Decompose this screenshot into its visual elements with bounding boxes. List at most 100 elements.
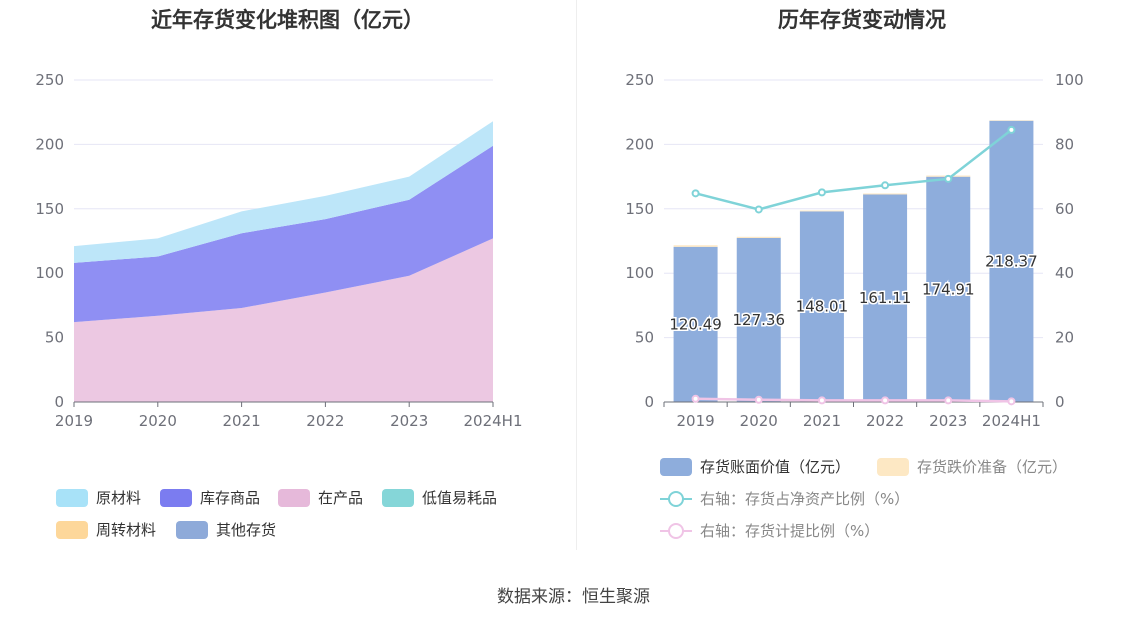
bar-book-value (863, 194, 908, 402)
y-left-tick-label: 50 (635, 329, 654, 347)
legend-label: 右轴：存货计提比例（%） (700, 522, 880, 540)
line-point (754, 395, 763, 404)
legend-label: 存货账面价值（亿元） (700, 458, 851, 476)
right-chart-panel: 历年存货变动情况 0 50 100 150 200 250 0 20 40 60 80 100 2019… (577, 0, 1147, 560)
line-series (695, 397, 1012, 403)
y-left-tick-label: 0 (644, 393, 654, 411)
line-point (1007, 397, 1016, 406)
stacked-area-chart: 0 50 100 150 200 250 2019 2020 2021 2022 2023 2024H… (35, 71, 523, 430)
bar-impairment (799, 210, 844, 212)
legend-label: 低值易耗品 (422, 489, 498, 507)
legend-item-provision-ratio[interactable]: 右轴：存货计提比例（%） (660, 520, 879, 541)
y-left-tick-label: 100 (625, 264, 654, 282)
line-point (881, 396, 890, 405)
legend-line-provision-ratio (660, 522, 692, 540)
legend-item-net-asset-ratio[interactable]: 右轴：存货占净资产比例（%） (660, 488, 909, 509)
legend-item-inventory-goods[interactable]: 库存商品 (160, 487, 260, 508)
y-right-tick-label: 40 (1055, 264, 1074, 282)
y-right-tick-label: 100 (1055, 71, 1084, 89)
legend-swatch-raw-material (56, 488, 88, 507)
bar-value-label: 161.11 (859, 289, 912, 307)
y-right-tick-label: 80 (1055, 135, 1074, 153)
y-left-tick-label: 200 (625, 135, 654, 153)
legend-swatch-wip (278, 488, 310, 507)
x-tick-label: 2019 (55, 412, 93, 430)
area-series (74, 145, 493, 323)
legend-label: 库存商品 (200, 489, 261, 507)
bar-value-label: 127.36 (733, 311, 786, 329)
legend-swatch-impairment (877, 457, 909, 476)
x-tick-label: 2020 (139, 412, 177, 430)
x-tick-label: 2023 (929, 412, 967, 430)
bar-impairment (673, 245, 718, 247)
y-right-tick-label: 20 (1055, 329, 1074, 347)
legend-swatch-low-value-consumables (382, 488, 414, 507)
x-tick-label: 2024H1 (982, 412, 1041, 430)
line-point (754, 205, 763, 214)
bar-impairment (989, 120, 1034, 121)
legend-item-other-inventory[interactable]: 其他存货 (176, 519, 276, 540)
bar-value-label: 218.37 (985, 252, 1038, 270)
line-point (691, 394, 700, 403)
legend-label: 周转材料 (96, 521, 157, 539)
y-right-tick-label: 0 (1055, 393, 1065, 411)
left-chart-title: 近年存货变化堆积图（亿元） (151, 8, 424, 32)
line-point (944, 174, 953, 183)
bar-value-label: 120.49 (669, 315, 722, 333)
legend-item-book-value[interactable]: 存货账面价值（亿元） (660, 456, 850, 477)
bar-value-label: 148.01 (796, 298, 849, 316)
x-tick-label: 2022 (306, 412, 344, 430)
panel-divider (576, 0, 577, 550)
legend-item-low-value-consumables[interactable]: 低值易耗品 (382, 487, 497, 508)
legend-item-impairment[interactable]: 存货跌价准备（亿元） (877, 456, 1067, 477)
legend-label: 右轴：存货占净资产比例（%） (700, 490, 910, 508)
bar-book-value (673, 246, 718, 402)
x-tick-label: 2020 (740, 412, 778, 430)
area-series (74, 238, 493, 402)
x-tick-label: 2021 (803, 412, 841, 430)
bar-book-value (799, 211, 844, 402)
legend-line-net-asset-ratio (660, 490, 692, 508)
y-tick-label: 0 (54, 393, 64, 411)
legend-item-wip[interactable]: 在产品 (278, 487, 363, 508)
legend-item-turnover-materials[interactable]: 周转材料 (56, 519, 156, 540)
y-tick-label: 50 (45, 329, 64, 347)
x-tick-label: 2023 (390, 412, 428, 430)
y-tick-label: 150 (35, 200, 64, 218)
y-tick-label: 200 (35, 135, 64, 153)
legend-label: 其他存货 (216, 521, 277, 539)
line-point (1007, 125, 1016, 134)
right-chart-title: 历年存货变动情况 (778, 8, 946, 32)
bar-book-value (736, 237, 781, 402)
line-series (695, 128, 1013, 211)
legend-swatch-other-inventory (176, 520, 208, 539)
y-right-tick-label: 60 (1055, 200, 1074, 218)
x-tick-label: 2024H1 (464, 412, 523, 430)
legend-label: 存货跌价准备（亿元） (917, 458, 1068, 476)
left-chart-panel: 近年存货变化堆积图（亿元） 0 50 100 150 200 250 2019 2020 202… (0, 0, 575, 560)
y-tick-label: 100 (35, 264, 64, 282)
bar-line-combo-chart: 0 50 100 150 200 250 0 20 40 60 80 100 2019 2020 2021 2… (625, 71, 1084, 430)
y-left-tick-label: 150 (625, 200, 654, 218)
y-left-tick-label: 250 (625, 71, 654, 89)
legend-label: 在产品 (318, 489, 364, 507)
bar-impairment (863, 193, 908, 195)
legend-label: 原材料 (96, 489, 142, 507)
bar-value-label: 174.91 (922, 280, 975, 298)
line-point (817, 188, 826, 197)
line-point (817, 396, 826, 405)
line-point (691, 189, 700, 198)
x-tick-label: 2021 (223, 412, 261, 430)
legend-swatch-book-value (660, 457, 692, 476)
area-series (74, 121, 493, 263)
legend-item-raw-material[interactable]: 原材料 (56, 487, 141, 508)
bar-impairment (736, 236, 781, 238)
bar-book-value (989, 120, 1034, 402)
x-tick-label: 2019 (676, 412, 714, 430)
bar-book-value (926, 176, 971, 402)
legend-swatch-turnover-materials (56, 520, 88, 539)
data-source: 数据来源：恒生聚源 (497, 587, 650, 607)
line-point (881, 181, 890, 190)
legend-swatch-inventory-goods (160, 488, 192, 507)
line-point (944, 396, 953, 405)
